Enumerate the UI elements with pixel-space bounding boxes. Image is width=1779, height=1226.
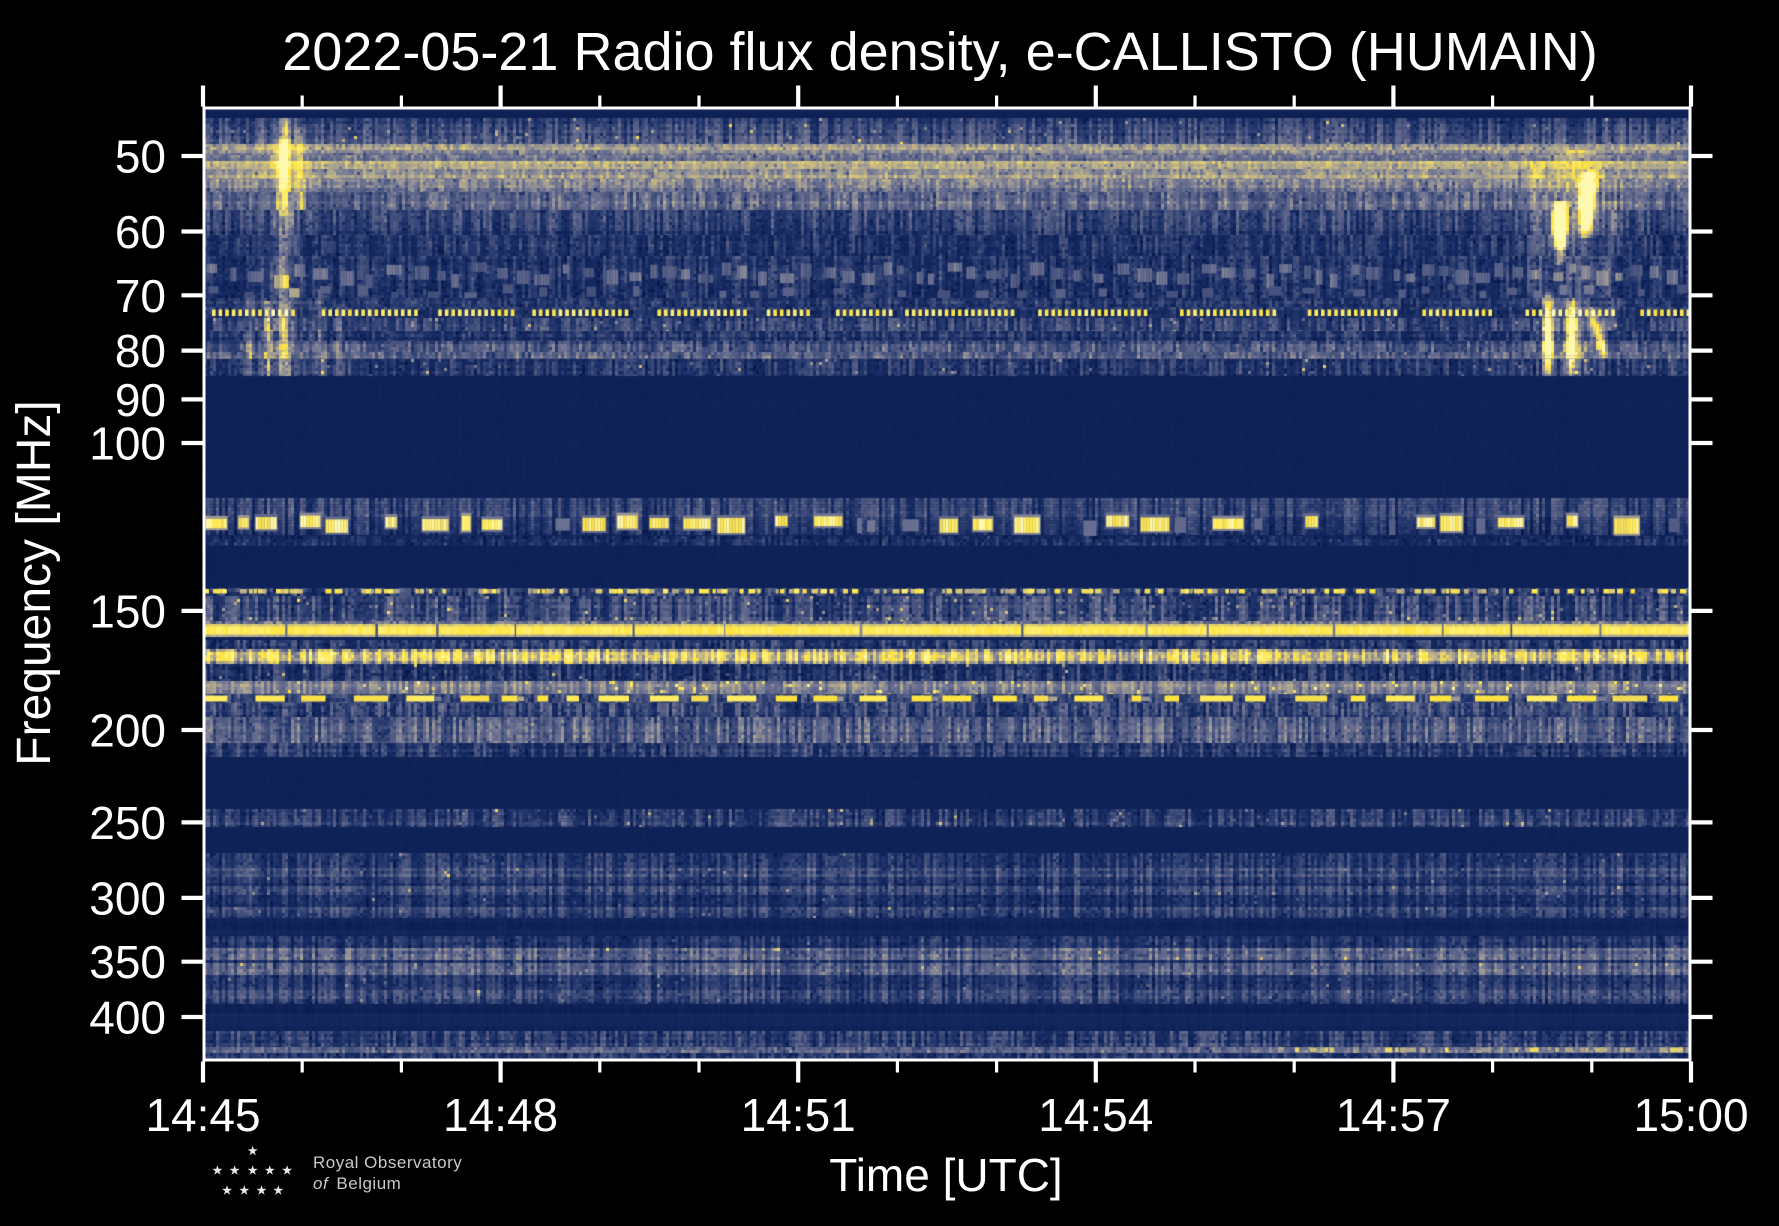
svg-text:70: 70 [115,270,166,322]
svg-text:Royal Observatory: Royal Observatory [313,1153,462,1172]
svg-text:Time [UTC]: Time [UTC] [829,1149,1062,1201]
svg-text:14:57: 14:57 [1336,1089,1451,1141]
svg-text:of Belgium: of Belgium [313,1174,401,1193]
svg-text:400: 400 [89,992,166,1044]
svg-text:300: 300 [89,872,166,924]
svg-text:350: 350 [89,936,166,988]
svg-text:14:48: 14:48 [443,1089,558,1141]
svg-text:15:00: 15:00 [1633,1089,1748,1141]
svg-text:50: 50 [115,131,166,183]
svg-text:200: 200 [89,705,166,757]
svg-text:80: 80 [115,325,166,377]
svg-text:14:51: 14:51 [741,1089,856,1141]
svg-text:250: 250 [89,797,166,849]
svg-text:60: 60 [115,206,166,258]
svg-text:Frequency [MHz]: Frequency [MHz] [8,400,61,765]
svg-text:2022-05-21 Radio flux density,: 2022-05-21 Radio flux density, e-CALLIST… [282,22,1598,82]
svg-text:150: 150 [89,585,166,637]
svg-text:90: 90 [115,374,166,426]
svg-text:14:54: 14:54 [1038,1089,1153,1141]
svg-text:14:45: 14:45 [145,1089,260,1141]
svg-text:100: 100 [89,418,166,470]
